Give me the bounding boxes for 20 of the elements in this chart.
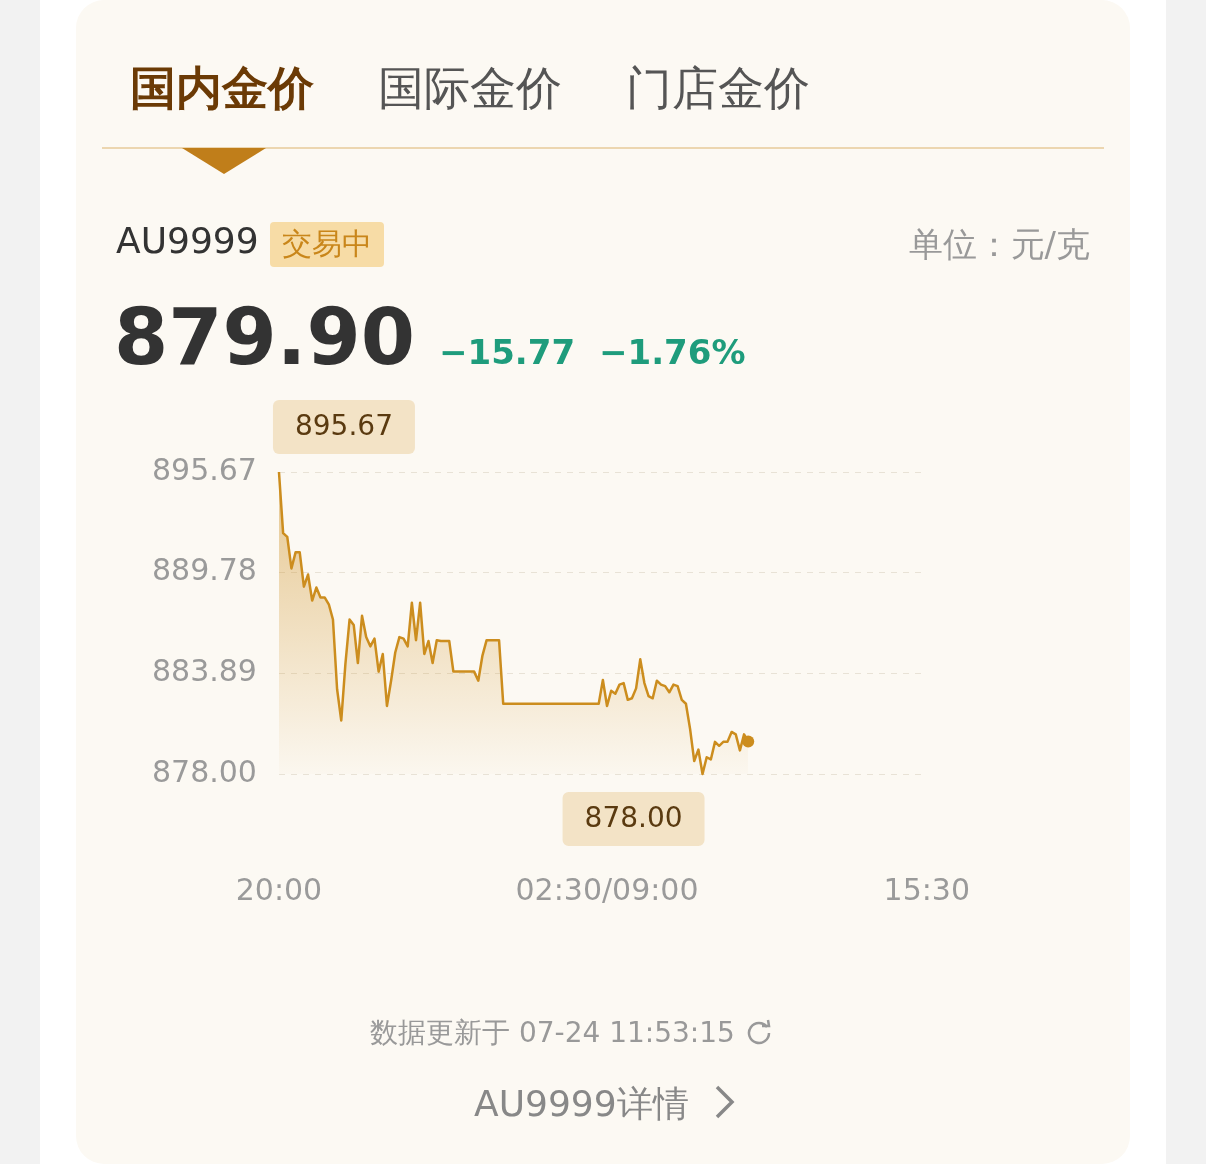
text: −15.77 [439,332,576,372]
y-tick-label: 889.78 [151,552,257,588]
x-tick-label: 20:00 [235,871,323,907]
x-tick-label: 02:30/09:00 [515,871,699,907]
text: 国内金价 [130,60,314,117]
text: 878.00 [584,801,683,835]
text: 门店金价 [626,60,810,117]
text: −1.76% [599,332,746,372]
text: 交易中 [270,222,384,267]
y-tick-label: 895.67 [151,451,257,487]
text: 单位：元/克 [908,223,1090,266]
text: AU9999详情 [474,1082,689,1126]
text: 国际金价 [378,60,562,117]
text: 879.90 [114,292,415,382]
text: 895.67 [294,409,393,443]
y-tick-label: 883.89 [151,653,257,689]
x-tick-label: 15:30 [883,871,971,907]
text: 数据更新于 07-24 11:53:15 [370,1015,735,1051]
chart-title: AU9999 [116,220,259,261]
y-tick-label: 878.00 [151,753,257,789]
